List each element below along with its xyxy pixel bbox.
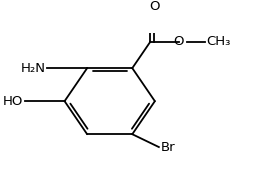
Text: Br: Br	[161, 141, 175, 154]
Text: O: O	[173, 35, 184, 48]
Text: H₂N: H₂N	[20, 62, 45, 75]
Text: HO: HO	[2, 95, 23, 108]
Text: CH₃: CH₃	[206, 35, 231, 48]
Text: O: O	[149, 0, 159, 13]
